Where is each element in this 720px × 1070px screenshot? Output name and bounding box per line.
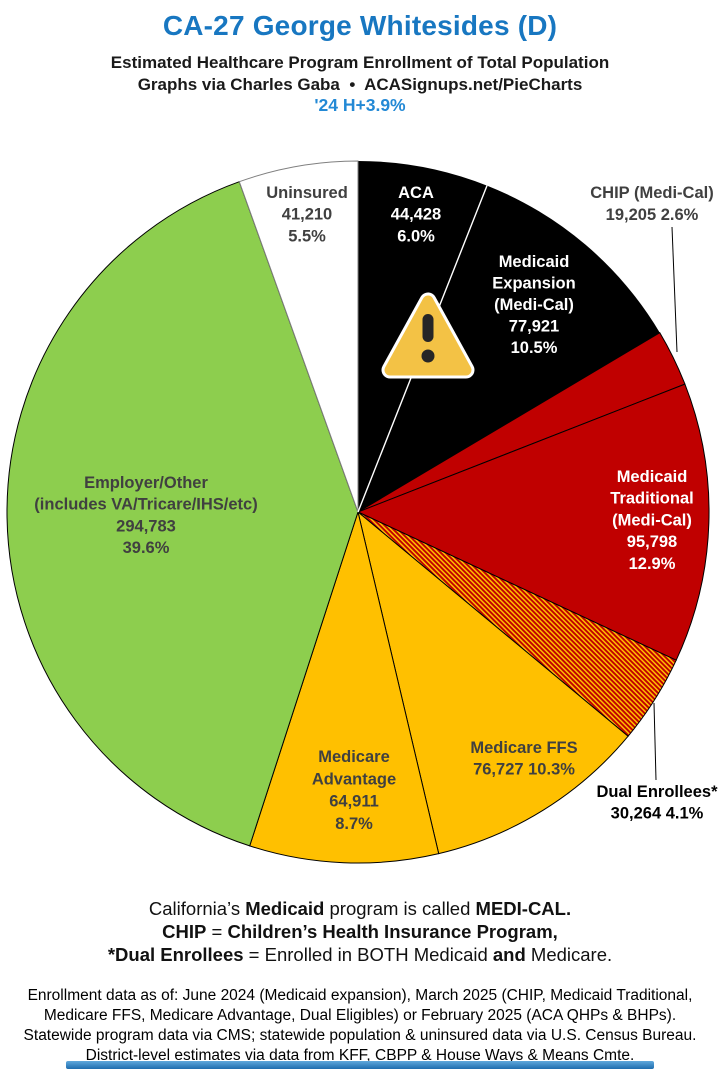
source-note-line: Medicare FFS, Medicare Advantage, Dual E…	[43, 1007, 677, 1024]
legend-line: CHIP = Children’s Health Insurance Progr…	[162, 921, 558, 942]
trend-line: '24 H+3.9%	[314, 95, 406, 115]
slice-label-employer: Employer/Other (includes VA/Tricare/IHS/e…	[34, 474, 257, 557]
slice-label-uninsured: Uninsured 41,210 5.5%	[266, 184, 348, 245]
pie-slice-uninsured	[238, 160, 359, 513]
pie-slice-traditional	[356, 383, 710, 661]
subtitle-line2: Graphs via Charles Gaba • ACASignups.net…	[137, 75, 583, 94]
slice-label-advantage: Medicare Advantage 64,911 8.7%	[312, 748, 396, 833]
source-notes: Enrollment data as of: June 2024 (Medica…	[0, 986, 720, 1066]
source-note-line: Statewide program data via CMS; statewid…	[23, 1027, 697, 1044]
footer-accent-bar	[66, 1061, 654, 1069]
slice-label-expansion: Medicaid Expansion (Medi-Cal) 77,921 10.5%	[492, 253, 575, 357]
leader-line-dual	[653, 702, 657, 781]
source-note-line: Enrollment data as of: June 2024 (Medica…	[27, 987, 693, 1004]
slice-label-traditional: Medicaid Traditional (Medi-Cal) 95,798 12.9%	[610, 468, 693, 573]
slice-label-dual: Dual Enrollees* 30,264 4.1%	[596, 783, 718, 823]
legend-line: *Dual Enrollees = Enrolled in BOTH Medic…	[107, 944, 613, 965]
leader-line-chip	[671, 226, 678, 353]
legend-notes: California’s Medicaid program is called …	[0, 897, 720, 966]
pie-slice-advantage	[249, 510, 440, 864]
pie-slice-ffs	[357, 510, 629, 855]
legend-line: California’s Medicaid program is called …	[148, 898, 572, 919]
source-note-line: District-level estimates via data from K…	[85, 1047, 635, 1064]
slice-label-chip: CHIP (Medi-Cal) 19,205 2.6%	[590, 184, 713, 224]
pie-slice-expansion	[358, 185, 660, 512]
slice-label-aca: ACA 44,428 6.0%	[391, 184, 441, 245]
slice-label-ffs: Medicare FFS 76,727 10.3%	[470, 739, 577, 779]
page-title: CA-27 George Whitesides (D)	[162, 10, 558, 41]
warning-icon	[381, 292, 475, 379]
subtitle-line1: Estimated Healthcare Program Enrollment …	[110, 53, 610, 72]
pie-slice-employer	[6, 181, 359, 847]
